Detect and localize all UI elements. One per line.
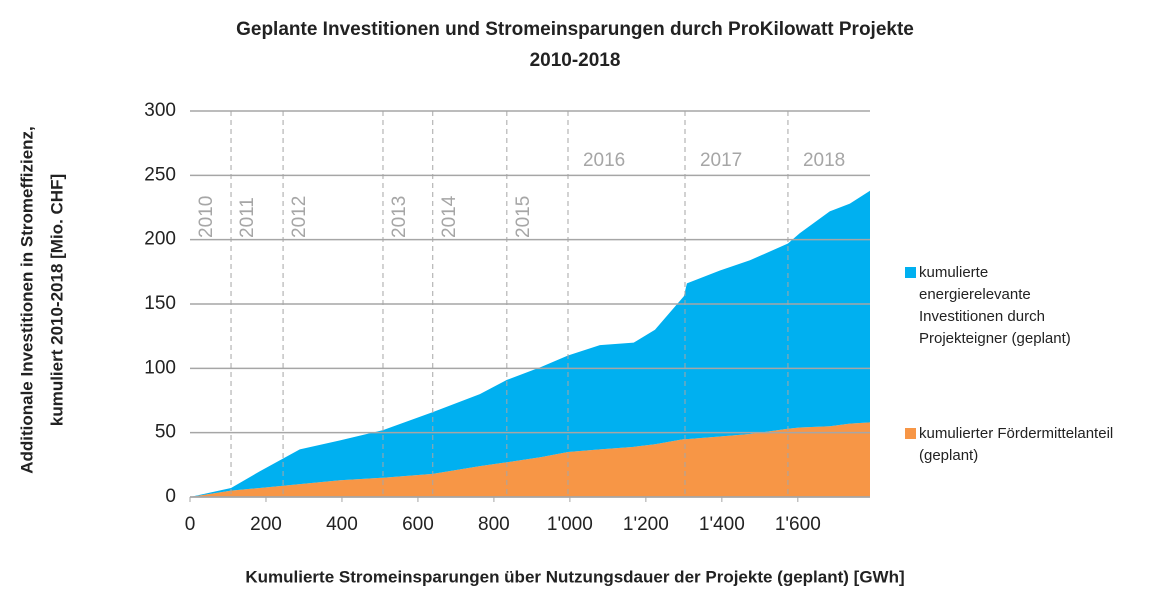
legend-item: kumulierte energierelevante Investitione… <box>905 262 1155 350</box>
x-tick-label: 1'400 <box>699 514 745 535</box>
legend-label: kumulierte energierelevante Investitione… <box>919 264 1071 347</box>
x-tick-label: 400 <box>326 514 358 535</box>
y-axis-title: Additionale Investitionen in Stromeffizi… <box>17 126 36 474</box>
chart-title: Geplante Investitionen und Stromeinsparu… <box>236 19 914 40</box>
x-tick-label: 800 <box>478 514 510 535</box>
y-tick-label: 100 <box>144 357 176 378</box>
year-label: 2014 <box>439 195 460 238</box>
chart-title: 2010-2018 <box>530 50 621 71</box>
x-tick-label: 0 <box>185 514 196 535</box>
y-tick-label: 250 <box>144 164 176 185</box>
y-tick-label: 150 <box>144 293 176 314</box>
legend-label: kumulierter Fördermittelanteil (geplant) <box>919 425 1114 464</box>
areas <box>190 190 870 498</box>
year-label: 2011 <box>237 197 258 238</box>
y-tick-label: 300 <box>144 100 176 121</box>
legend-swatch <box>905 267 916 278</box>
x-tick-label: 200 <box>250 514 282 535</box>
year-label: 2018 <box>803 150 845 171</box>
x-tick-label: 600 <box>402 514 434 535</box>
x-tick-label: 1'000 <box>547 514 593 535</box>
y-tick-label: 0 <box>165 486 176 507</box>
year-label: 2012 <box>289 196 310 238</box>
year-label: 2013 <box>389 196 410 238</box>
year-label: 2010 <box>196 196 217 238</box>
legend-swatch <box>905 428 916 439</box>
x-axis-title: Kumulierte Stromeinsparungen über Nutzun… <box>245 567 904 586</box>
area <box>190 422 870 497</box>
x-tick-label: 1'200 <box>623 514 669 535</box>
year-label: 2016 <box>583 150 625 171</box>
x-tick-label: 1'600 <box>775 514 821 535</box>
legend-item: kumulierter Fördermittelanteil (geplant) <box>905 423 1155 467</box>
year-label: 2017 <box>700 150 742 171</box>
y-tick-label: 200 <box>144 229 176 250</box>
y-axis-title: kumuliert 2010-2018 [Mio. CHF] <box>47 174 66 426</box>
y-tick-label: 50 <box>155 422 176 443</box>
area <box>190 190 870 498</box>
year-label: 2015 <box>513 196 534 238</box>
